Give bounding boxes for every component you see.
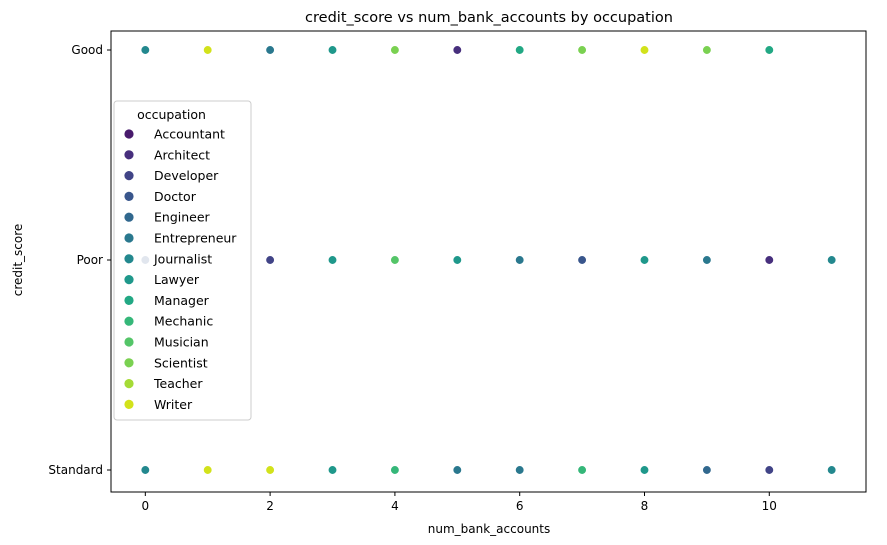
legend-marker-doctor [124, 191, 134, 201]
scatter-point-writer [639, 45, 650, 55]
plot-area [140, 45, 837, 475]
scatter-point-architect [452, 45, 462, 55]
legend-label-mechanic: Mechanic [154, 314, 213, 329]
scatter-point-mechanic [577, 465, 587, 475]
x-tick-label: 6 [516, 499, 524, 513]
legend-marker-engineer [124, 212, 134, 222]
scatter-point-journalist [140, 465, 150, 475]
scatter-point-writer [203, 465, 213, 475]
legend-label-musician: Musician [154, 335, 209, 350]
legend-label-doctor: Doctor [154, 189, 197, 204]
legend-label-lawyer: Lawyer [154, 272, 200, 287]
legend-label-journalist: Journalist [153, 251, 212, 266]
scatter-point-entrepreneur [265, 45, 275, 55]
legend-label-teacher: Teacher [153, 376, 203, 391]
legend-label-developer: Developer [154, 168, 219, 183]
scatter-point-architect [764, 255, 774, 265]
scatter-point-journalist [827, 255, 837, 265]
legend-marker-writer [124, 399, 134, 409]
scatter-point-writer [203, 45, 213, 55]
legend-marker-accountant [124, 129, 134, 139]
x-tick-label: 2 [266, 499, 274, 513]
scatter-point-writer [265, 465, 275, 475]
scatter-point-manager [764, 45, 774, 55]
scatter-point-doctor [577, 255, 587, 265]
scatter-point-lawyer [639, 255, 650, 265]
scatter-point-journalist [140, 45, 150, 55]
scatter-point-journalist [827, 465, 837, 475]
scatter-point-entrepreneur [702, 255, 712, 265]
scatter-point-entrepreneur [515, 255, 525, 265]
legend-marker-journalist [124, 254, 134, 264]
legend-marker-scientist [124, 358, 134, 368]
y-tick-label: Poor [77, 253, 103, 267]
legend-marker-developer [124, 171, 134, 181]
chart-title: credit_score vs num_bank_accounts by occ… [305, 10, 673, 26]
scatter-point-scientist [702, 45, 712, 55]
scatter-point-mechanic [390, 465, 400, 475]
legend-marker-entrepreneur [124, 233, 134, 243]
scatter-point-developer [764, 465, 774, 475]
legend-marker-mechanic [124, 316, 134, 326]
scatter-point-scientist [390, 45, 400, 55]
scatter-point-lawyer [452, 255, 462, 265]
scatter-point-lawyer [639, 465, 650, 475]
scatter-point-developer [265, 255, 275, 265]
scatter-point-entrepreneur [515, 465, 525, 475]
legend-box [113, 100, 252, 421]
legend-label-manager: Manager [154, 293, 210, 308]
y-tick-label: Standard [48, 463, 103, 477]
legend-marker-lawyer [124, 275, 134, 285]
scatter-point-manager [515, 45, 525, 55]
legend-marker-architect [124, 150, 134, 160]
legend-marker-manager [124, 295, 134, 305]
plot-frame [110, 30, 867, 493]
legend-label-scientist: Scientist [154, 355, 208, 370]
legend-marker-teacher [124, 379, 134, 389]
legend: occupation Accountant Architect Developer Do… [113, 100, 252, 421]
legend-label-entrepreneur: Entrepreneur [154, 231, 237, 246]
x-tick-label: 8 [641, 499, 649, 513]
scatter-point-lawyer [327, 45, 338, 55]
x-axis-label: num_bank_accounts [428, 522, 550, 536]
legend-label-architect: Architect [154, 147, 210, 162]
scatter-point-scientist [577, 45, 587, 55]
legend-title: occupation [137, 107, 206, 122]
x-tick-label: 0 [141, 499, 149, 513]
legend-label-accountant: Accountant [154, 127, 225, 142]
scatter-point-entrepreneur [452, 465, 462, 475]
scatter-point-lawyer [327, 255, 338, 265]
x-tick-label: 4 [391, 499, 399, 513]
scatter-point-musician [390, 255, 400, 265]
scatter-point-lawyer [327, 465, 338, 475]
y-axis-label: credit_score [11, 224, 25, 297]
x-tick-label: 10 [762, 499, 777, 513]
legend-marker-musician [124, 337, 134, 347]
axes: 0 2 4 6 8 10 Good Poor Standard [48, 43, 777, 513]
legend-label-writer: Writer [154, 397, 193, 412]
scatter-point-engineer [702, 465, 712, 475]
legend-label-engineer: Engineer [154, 210, 211, 225]
y-tick-label: Good [71, 43, 103, 57]
